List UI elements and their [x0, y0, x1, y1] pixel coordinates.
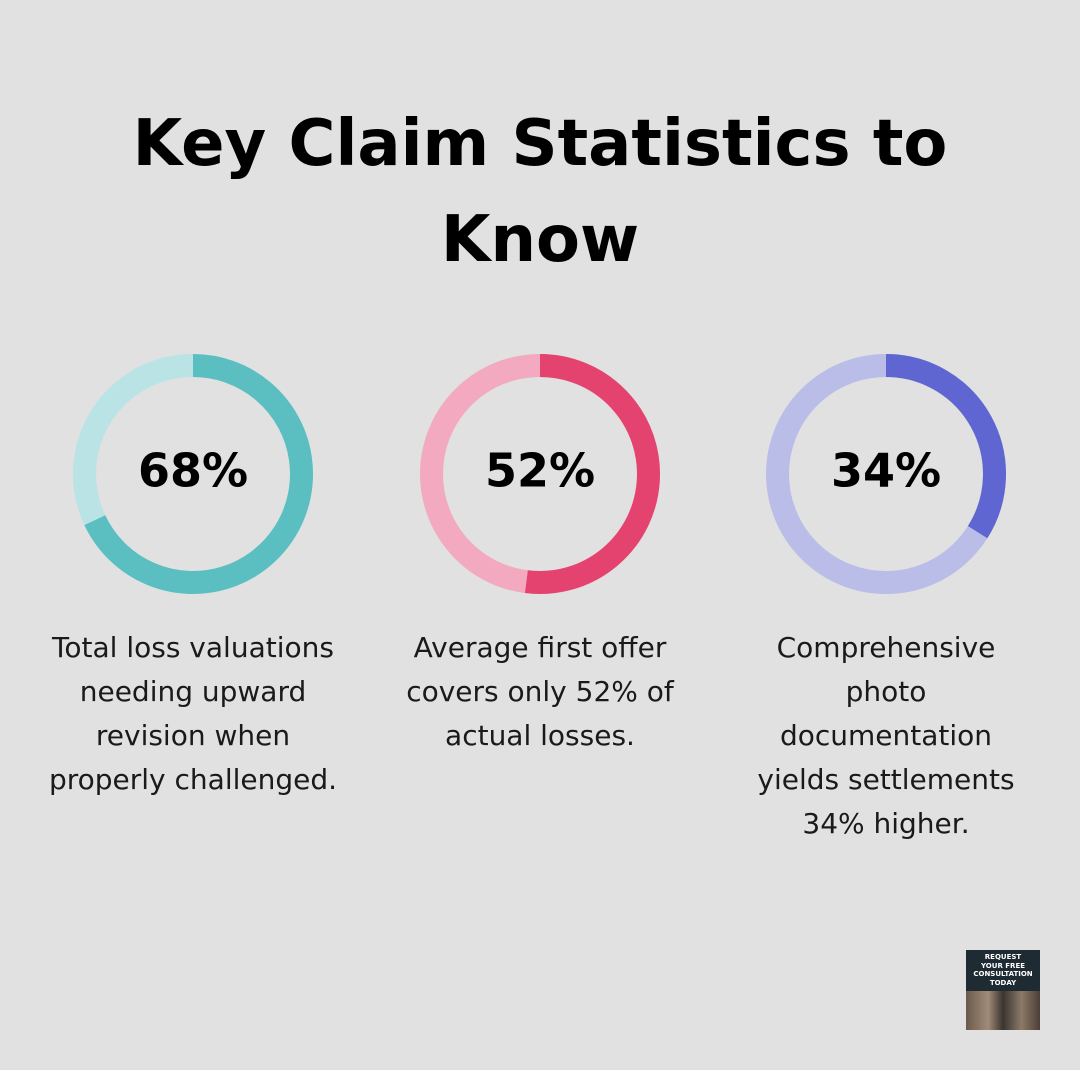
donut-arc	[84, 354, 313, 594]
badge-photo	[966, 991, 1040, 1030]
value-label: 52%	[485, 444, 595, 498]
value-label: 68%	[138, 444, 248, 498]
donut-arc	[524, 354, 660, 594]
badge-line: YOUR FREE	[980, 961, 1026, 970]
value-label: 34%	[831, 444, 941, 498]
caption: Total loss valuations needing upward rev…	[48, 631, 338, 796]
caption: Comprehensive photo documentation yields…	[757, 631, 1015, 840]
badge-text: REQUEST YOUR FREE CONSULTATION TODAY	[966, 950, 1040, 987]
caption: Average first offer covers only 52% of a…	[406, 631, 674, 752]
badge-line: CONSULTATION	[973, 970, 1033, 978]
donut-arc	[885, 354, 1006, 539]
badge-line: TODAY	[989, 978, 1017, 987]
badge-line: REQUEST	[984, 953, 1022, 961]
consultation-badge[interactable]: REQUEST YOUR FREE CONSULTATION TODAY	[966, 950, 1040, 1030]
title: Key Claim Statistics to Know	[132, 107, 948, 277]
